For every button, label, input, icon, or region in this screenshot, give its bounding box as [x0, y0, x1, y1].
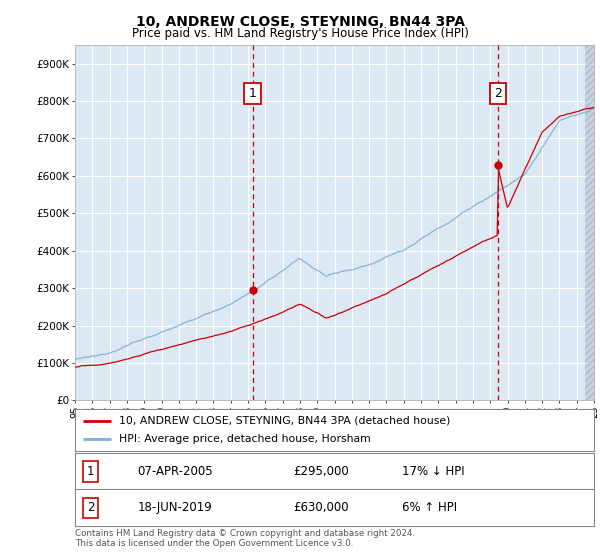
Text: 6% ↑ HPI: 6% ↑ HPI — [402, 501, 457, 515]
Text: 07-APR-2005: 07-APR-2005 — [137, 465, 213, 478]
Text: 10, ANDREW CLOSE, STEYNING, BN44 3PA (detached house): 10, ANDREW CLOSE, STEYNING, BN44 3PA (de… — [119, 416, 451, 426]
Text: 18-JUN-2019: 18-JUN-2019 — [137, 501, 212, 515]
Text: HPI: Average price, detached house, Horsham: HPI: Average price, detached house, Hors… — [119, 434, 371, 444]
Text: 17% ↓ HPI: 17% ↓ HPI — [402, 465, 464, 478]
Text: Contains HM Land Registry data © Crown copyright and database right 2024.
This d: Contains HM Land Registry data © Crown c… — [75, 529, 415, 548]
Text: £295,000: £295,000 — [293, 465, 349, 478]
Bar — [586, 41, 600, 400]
Text: 2: 2 — [494, 87, 502, 100]
Text: Price paid vs. HM Land Registry's House Price Index (HPI): Price paid vs. HM Land Registry's House … — [131, 27, 469, 40]
Text: 1: 1 — [249, 87, 257, 100]
Text: 10, ANDREW CLOSE, STEYNING, BN44 3PA: 10, ANDREW CLOSE, STEYNING, BN44 3PA — [136, 15, 464, 29]
Text: 2: 2 — [87, 501, 94, 515]
Text: 1: 1 — [87, 465, 94, 478]
Text: £630,000: £630,000 — [293, 501, 349, 515]
